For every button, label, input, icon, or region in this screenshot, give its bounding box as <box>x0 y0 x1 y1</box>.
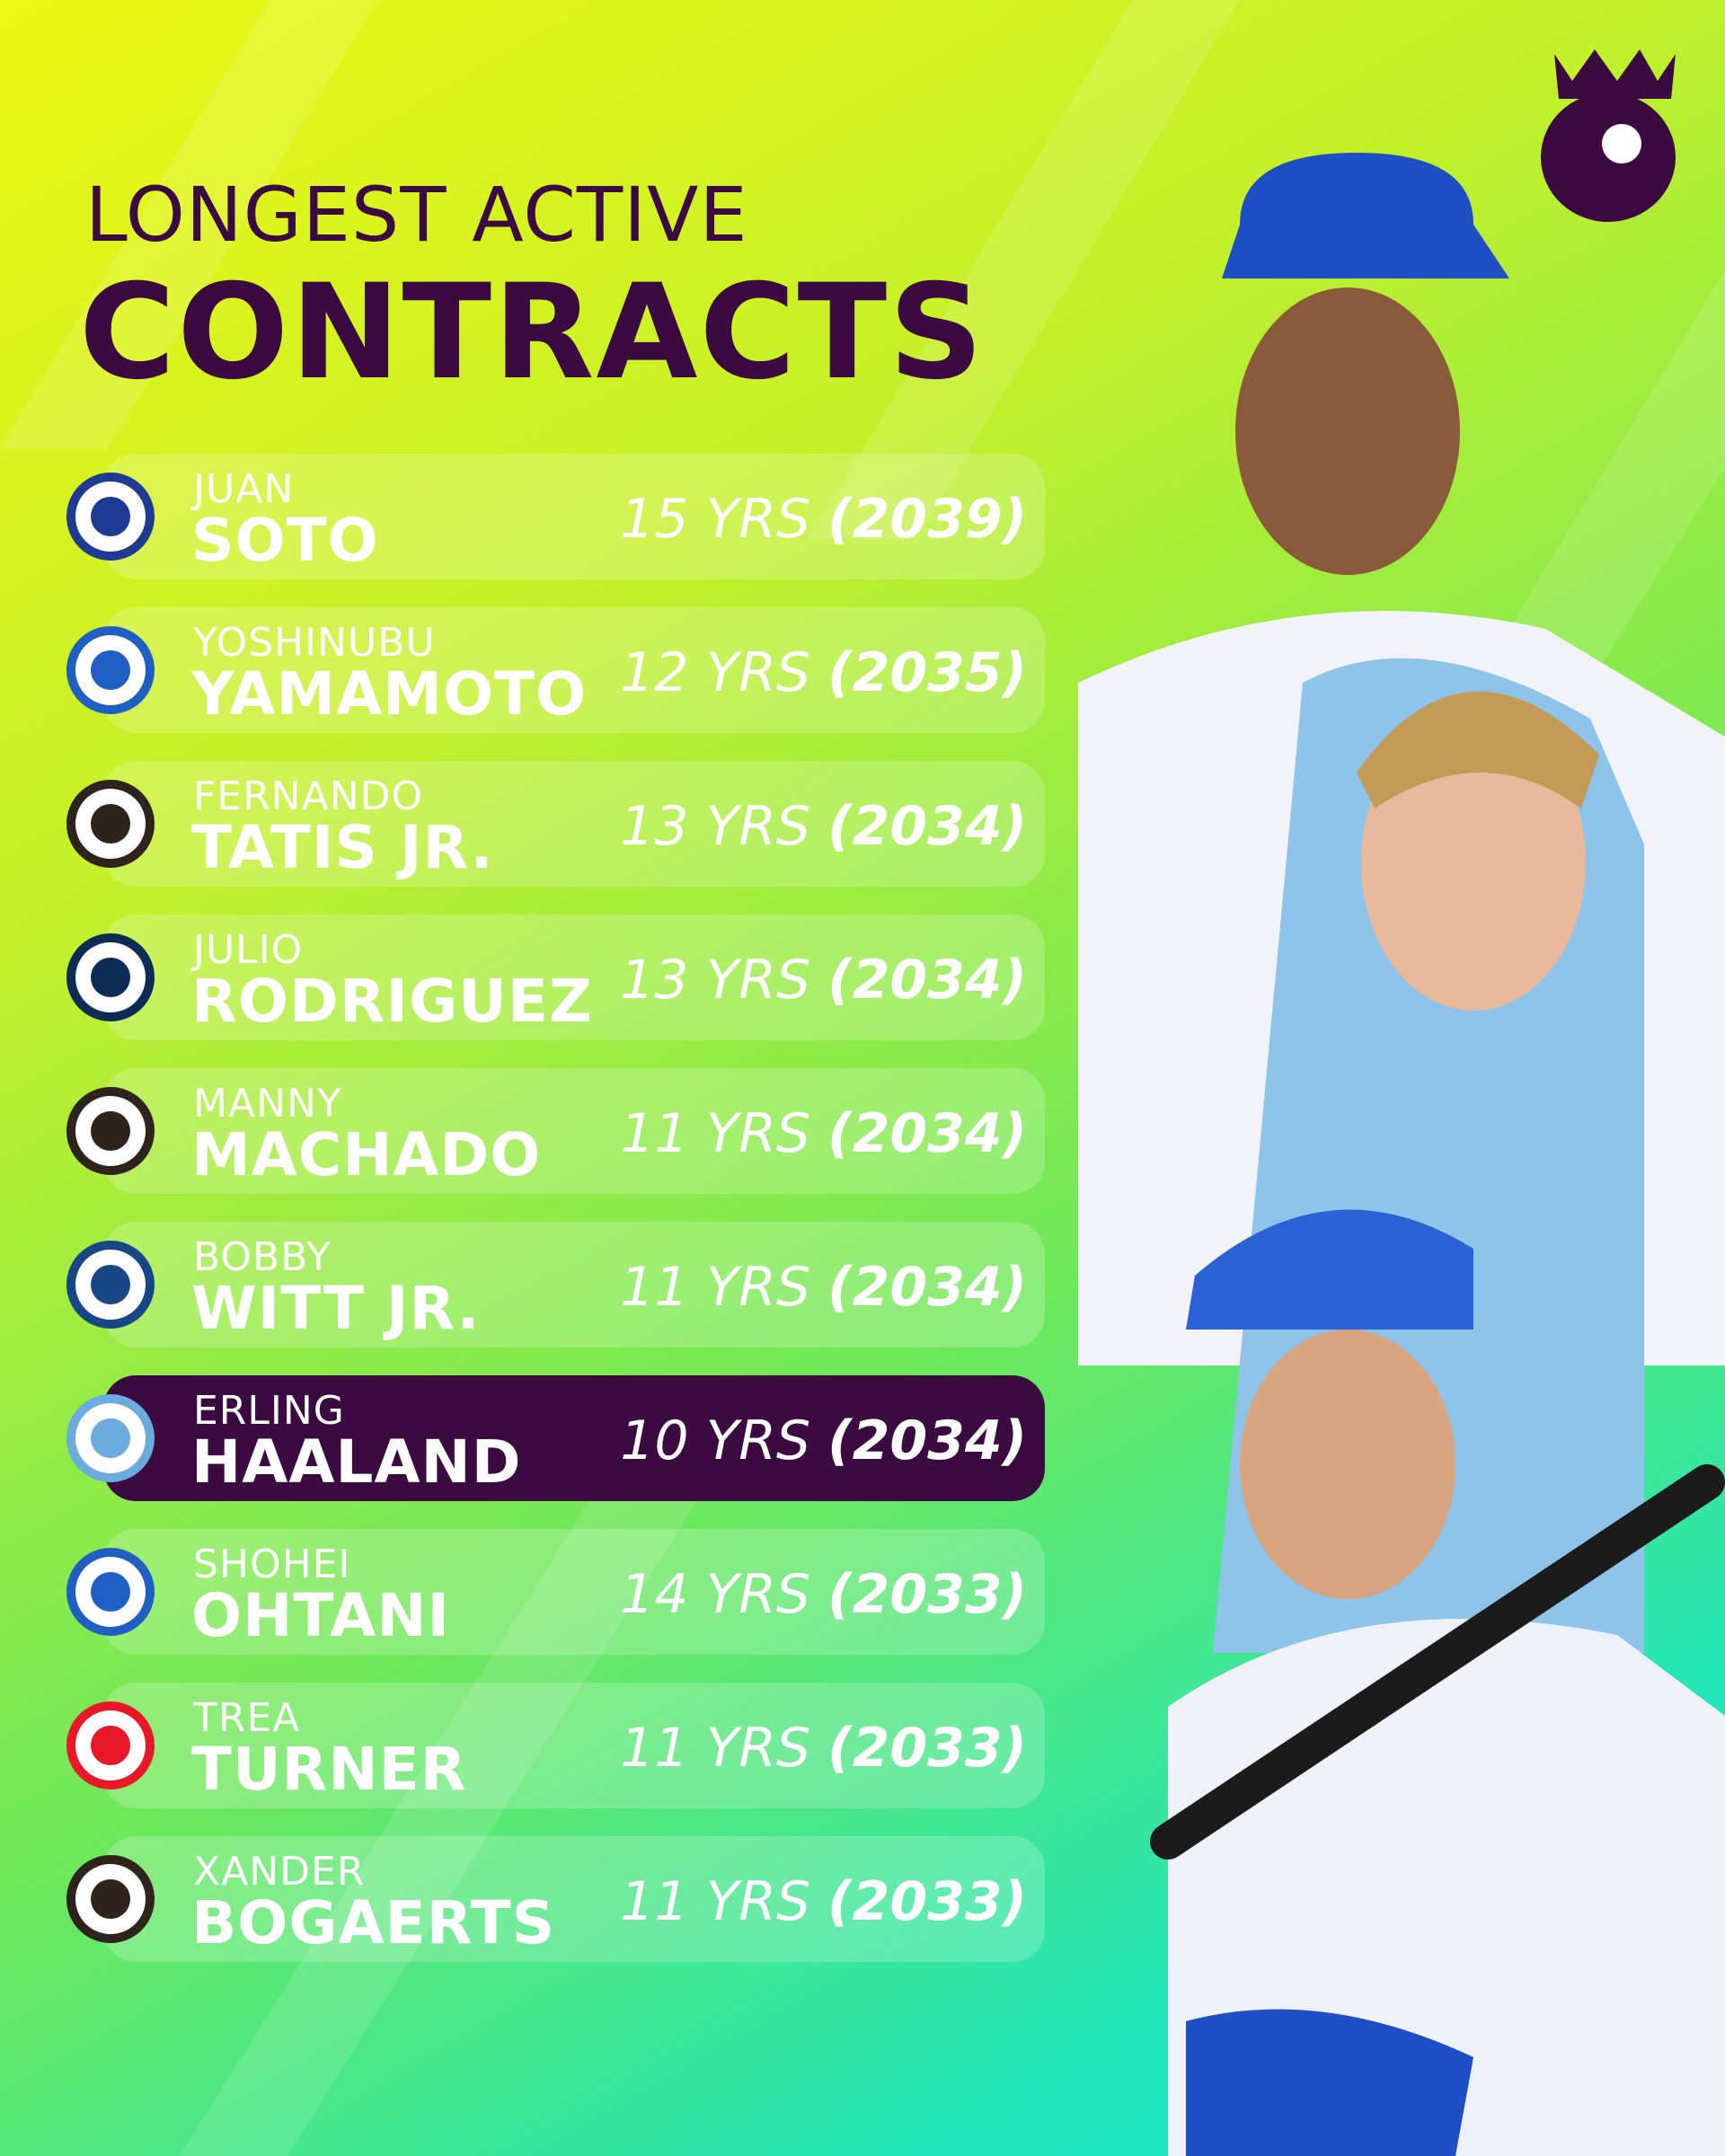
end-year: (2034) <box>827 949 1027 1012</box>
last-name: MACHADO <box>191 1120 542 1189</box>
last-name: RODRIGUEZ <box>191 967 593 1036</box>
years: 14 YRS <box>620 1563 811 1626</box>
contract-length: 11 YRS (2033) <box>620 1870 1027 1933</box>
first-name: ERLING <box>193 1388 345 1434</box>
years: 11 YRS <box>620 1717 811 1780</box>
years: 13 YRS <box>620 795 811 858</box>
years: 11 YRS <box>620 1870 811 1933</box>
contract-row: XANDER BOGAERTS 11 YRS (2033) <box>66 1836 1045 1962</box>
end-year: (2035) <box>827 641 1027 704</box>
contract-row: ERLING HAALAND 10 YRS (2034) <box>66 1375 1045 1501</box>
team-logo <box>66 1394 155 1482</box>
contract-row: BOBBY WITT JR. 11 YRS (2034) <box>66 1222 1045 1348</box>
team-logo <box>66 1087 155 1175</box>
contract-length: 10 YRS (2034) <box>620 1409 1027 1472</box>
years: 15 YRS <box>620 488 811 551</box>
last-name: WITT JR. <box>191 1274 481 1343</box>
first-name: YOSHINUBU <box>193 620 436 666</box>
first-name: JULIO <box>193 927 304 973</box>
team-logo <box>66 780 155 868</box>
contract-length: 14 YRS (2033) <box>620 1563 1027 1626</box>
last-name: HAALAND <box>191 1427 522 1497</box>
contract-length: 13 YRS (2034) <box>620 949 1027 1012</box>
last-name: SOTO <box>191 506 379 575</box>
contract-row: MANNY MACHADO 11 YRS (2034) <box>66 1068 1045 1194</box>
contract-length: 11 YRS (2034) <box>620 1256 1027 1319</box>
years: 10 YRS <box>620 1409 811 1472</box>
years: 12 YRS <box>620 641 811 704</box>
end-year: (2033) <box>827 1717 1027 1780</box>
last-name: YAMAMOTO <box>191 659 588 729</box>
first-name: MANNY <box>193 1081 342 1127</box>
end-year: (2034) <box>827 795 1027 858</box>
contract-length: 15 YRS (2039) <box>620 488 1027 551</box>
end-year: (2034) <box>827 1256 1027 1319</box>
team-logo <box>66 626 155 714</box>
first-name: JUAN <box>193 466 295 512</box>
last-name: OHTANI <box>191 1581 451 1650</box>
contract-row: FERNANDO TATIS JR. 13 YRS (2034) <box>66 761 1045 887</box>
team-logo <box>66 1548 155 1636</box>
first-name: BOBBY <box>193 1234 332 1280</box>
end-year: (2033) <box>827 1870 1027 1933</box>
first-name: SHOHEI <box>193 1542 351 1587</box>
contract-row: JULIO RODRIGUEZ 13 YRS (2034) <box>66 915 1045 1040</box>
last-name: TURNER <box>191 1735 467 1804</box>
first-name: XANDER <box>193 1849 366 1895</box>
end-year: (2034) <box>827 1102 1027 1165</box>
first-name: TREA <box>193 1695 301 1741</box>
contract-length: 12 YRS (2035) <box>620 641 1027 704</box>
years: 11 YRS <box>620 1256 811 1319</box>
title-line1: LONGEST ACTIVE <box>85 171 748 259</box>
end-year: (2033) <box>827 1563 1027 1626</box>
league-logo <box>1541 49 1676 222</box>
contract-row: YOSHINUBU YAMAMOTO 12 YRS (2035) <box>66 607 1045 733</box>
contract-row: TREA TURNER 11 YRS (2033) <box>66 1683 1045 1808</box>
team-logo <box>66 1701 155 1789</box>
last-name: BOGAERTS <box>191 1888 556 1957</box>
contract-length: 11 YRS (2034) <box>620 1102 1027 1165</box>
last-name: TATIS JR. <box>191 813 494 882</box>
end-year: (2034) <box>827 1409 1027 1472</box>
contract-row: SHOHEI OHTANI 14 YRS (2033) <box>66 1529 1045 1655</box>
years: 11 YRS <box>620 1102 811 1165</box>
contract-row: JUAN SOTO 15 YRS (2039) <box>66 454 1045 579</box>
team-logo <box>66 1241 155 1329</box>
first-name: FERNANDO <box>193 773 424 819</box>
team-logo <box>66 473 155 561</box>
player-art <box>1078 153 1725 2156</box>
contract-length: 11 YRS (2033) <box>620 1717 1027 1780</box>
title-line2: CONTRACTS <box>79 256 986 409</box>
team-logo <box>66 1855 155 1943</box>
contract-length: 13 YRS (2034) <box>620 795 1027 858</box>
end-year: (2039) <box>827 488 1027 551</box>
team-logo <box>66 933 155 1021</box>
years: 13 YRS <box>620 949 811 1012</box>
